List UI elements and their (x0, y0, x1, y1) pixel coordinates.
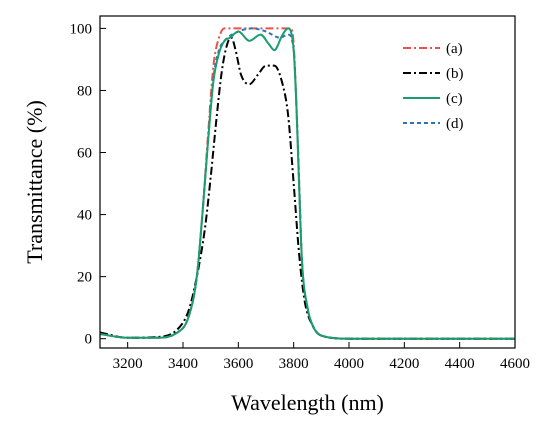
x-tick-label: 3200 (113, 356, 143, 372)
y-tick-label: 20 (77, 270, 92, 286)
legend-label-a: (a) (446, 41, 463, 57)
y-tick-label: 60 (77, 146, 92, 162)
y-tick-label: 80 (77, 83, 92, 99)
y-tick-label: 40 (77, 208, 92, 224)
legend: (a) (b) (c) (d) (403, 41, 464, 132)
legend-label-c: (c) (446, 91, 463, 107)
x-tick-label: 4000 (334, 356, 364, 372)
y-axis-title: Transmittance (%) (22, 100, 47, 264)
x-tick-label: 3800 (279, 356, 309, 372)
axis-layer: 3200 3400 3600 3800 4000 4200 4400 4600 0 20 40 60 8… (70, 21, 531, 372)
y-tick-label: 0 (85, 332, 93, 348)
x-tick-label: 3400 (168, 356, 198, 372)
series-line-b (100, 36, 515, 340)
x-tick-label: 4400 (445, 356, 475, 372)
x-axis-title: Wavelength (nm) (231, 390, 384, 415)
series-layer (100, 27, 515, 340)
plot-frame (99, 15, 516, 349)
x-tick-label: 4200 (389, 356, 419, 372)
legend-label-b: (b) (446, 66, 464, 82)
x-tick-label: 4600 (500, 356, 530, 372)
legend-label-d: (d) (446, 116, 464, 132)
series-line-c (100, 27, 515, 340)
y-tick-label: 100 (70, 21, 93, 37)
x-tick-label: 3600 (223, 356, 253, 372)
